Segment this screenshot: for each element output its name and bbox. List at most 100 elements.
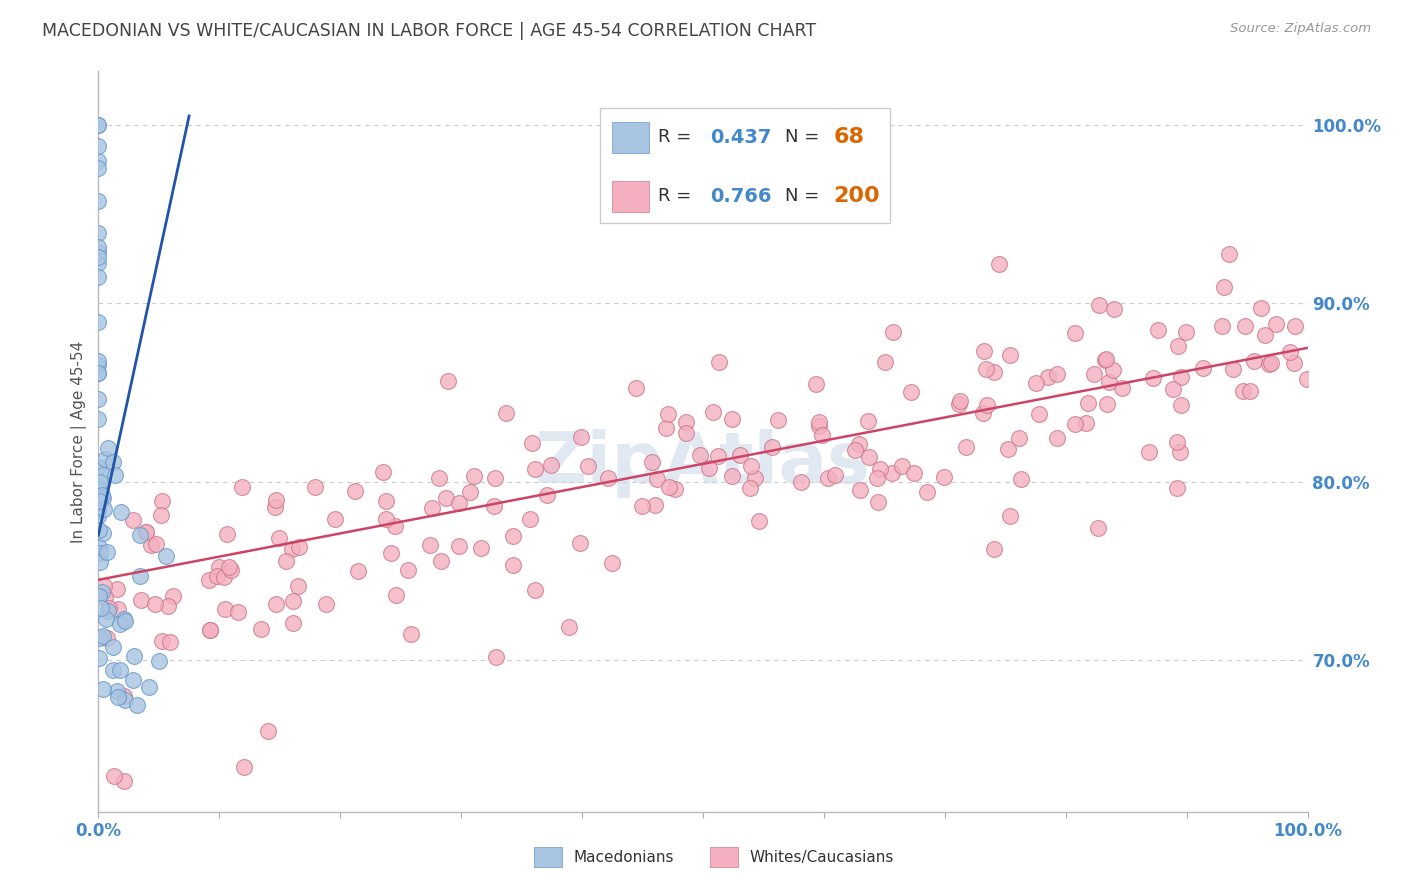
Point xyxy=(98,600,121,615)
Text: 0.437: 0.437 xyxy=(710,128,772,147)
Point xyxy=(1147,323,1170,337)
Point xyxy=(200,623,222,637)
Point xyxy=(675,415,697,429)
Point xyxy=(87,153,110,168)
Point xyxy=(641,455,664,469)
Point xyxy=(430,554,453,568)
Point xyxy=(114,614,136,628)
Point xyxy=(155,549,177,563)
Point xyxy=(138,680,160,694)
Point xyxy=(502,558,524,572)
Point xyxy=(267,531,290,545)
Point xyxy=(1295,372,1317,386)
Point xyxy=(104,467,127,482)
Point xyxy=(87,502,110,516)
Point xyxy=(482,500,505,514)
Point xyxy=(1137,444,1160,458)
Point xyxy=(96,612,118,626)
Point xyxy=(1234,318,1257,333)
Point xyxy=(1213,280,1236,294)
Point xyxy=(375,512,398,526)
Point xyxy=(447,496,470,510)
Point xyxy=(129,569,152,583)
Text: MACEDONIAN VS WHITE/CAUCASIAN IN LABOR FORCE | AGE 45-54 CORRELATION CHART: MACEDONIAN VS WHITE/CAUCASIAN IN LABOR F… xyxy=(42,22,817,40)
Point xyxy=(93,502,115,516)
Point xyxy=(103,769,125,783)
Point xyxy=(495,406,517,420)
Point xyxy=(789,475,811,489)
Point xyxy=(156,599,179,613)
Point xyxy=(675,425,697,440)
Point xyxy=(89,631,111,645)
Point xyxy=(437,374,460,388)
Point xyxy=(122,648,145,663)
Point xyxy=(856,414,879,428)
Point xyxy=(1243,354,1265,368)
Point xyxy=(87,359,110,373)
Point xyxy=(396,563,419,577)
Point xyxy=(101,455,124,469)
Point xyxy=(112,611,135,625)
Point xyxy=(463,469,485,483)
Point xyxy=(304,480,326,494)
Point xyxy=(519,511,541,525)
Point xyxy=(434,491,457,505)
Point xyxy=(915,484,938,499)
Point xyxy=(744,471,766,485)
Point xyxy=(520,435,543,450)
Point xyxy=(1166,435,1188,450)
Point xyxy=(232,760,254,774)
Point xyxy=(101,640,124,654)
Point xyxy=(1077,396,1099,410)
Point xyxy=(848,483,870,497)
Point xyxy=(218,559,240,574)
Point xyxy=(266,493,288,508)
Point xyxy=(647,472,669,486)
Point xyxy=(858,450,880,464)
Point xyxy=(689,448,711,462)
Point xyxy=(1008,431,1031,445)
Point xyxy=(949,394,972,409)
Point xyxy=(110,505,132,519)
Point xyxy=(657,407,679,421)
Point xyxy=(97,604,120,618)
Point xyxy=(664,482,686,496)
Point xyxy=(87,366,110,380)
Point xyxy=(1083,367,1105,381)
Point xyxy=(87,392,110,406)
Point xyxy=(228,606,250,620)
Text: 68: 68 xyxy=(834,128,865,147)
Text: R =: R = xyxy=(658,128,697,146)
Point xyxy=(721,469,744,483)
Point xyxy=(1010,472,1032,486)
FancyBboxPatch shape xyxy=(600,108,890,223)
Text: 0.766: 0.766 xyxy=(710,187,772,206)
Point xyxy=(817,471,839,485)
Point xyxy=(94,590,117,604)
Point xyxy=(988,257,1011,271)
Point xyxy=(1211,319,1233,334)
Point xyxy=(145,537,167,551)
Point xyxy=(1264,318,1286,332)
Point xyxy=(281,541,304,556)
Point xyxy=(558,620,581,634)
Point xyxy=(105,683,128,698)
Point xyxy=(159,635,181,649)
Point xyxy=(384,519,406,533)
Point xyxy=(87,250,110,264)
Point xyxy=(1028,407,1050,421)
Point xyxy=(263,500,285,515)
Point xyxy=(250,622,273,636)
Point xyxy=(578,458,600,473)
Point xyxy=(91,468,114,483)
Point xyxy=(1192,360,1215,375)
Point xyxy=(125,698,148,712)
Point xyxy=(976,398,998,412)
Point xyxy=(373,465,395,479)
Point xyxy=(1104,301,1126,316)
Point xyxy=(644,498,666,512)
Point xyxy=(385,588,408,602)
Point xyxy=(96,631,118,645)
Point xyxy=(135,524,157,539)
Point xyxy=(87,540,110,554)
